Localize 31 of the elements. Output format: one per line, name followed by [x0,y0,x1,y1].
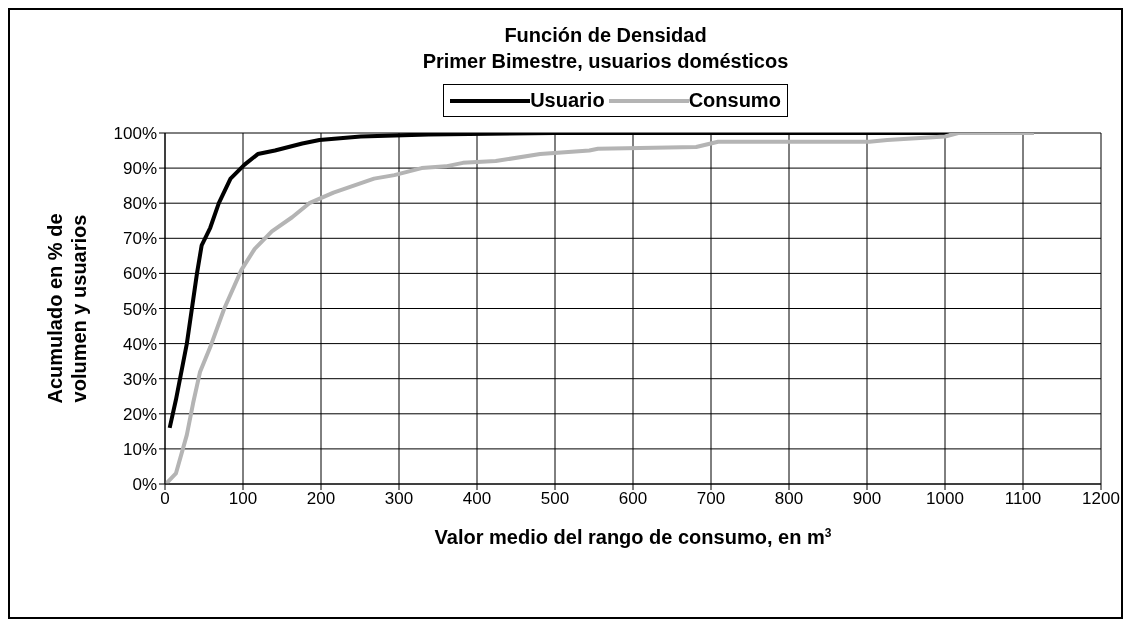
y-tick-label: 70% [122,229,157,249]
x-tick-label: 700 [696,489,726,509]
x-tick-label: 1100 [1004,489,1042,509]
legend-label: Usuario [530,89,605,112]
y-tick-label: 0% [132,475,157,495]
y-axis-title: Acumulado en % de volumen y usuarios [44,213,90,404]
y-tick-label: 10% [122,439,157,459]
line-series [165,133,1036,484]
chart-title: Función de Densidad [503,23,708,48]
y-tick-label: 100% [113,124,157,144]
y-tick-label: 80% [122,194,157,214]
y-tick-label: 60% [122,264,157,284]
x-tick-label: 900 [852,489,882,509]
x-tick-label: 500 [540,489,570,509]
x-tick-label: 600 [618,489,648,509]
y-tick-label: 30% [122,369,157,389]
x-tick-label: 800 [774,489,804,509]
y-tick-label: 40% [122,334,157,354]
x-tick-label: 100 [228,489,258,509]
legend-label: Consumo [688,89,781,112]
x-tick-label: 1200 [1082,489,1120,509]
y-tick-label: 90% [122,159,157,179]
x-axis-title: Valor medio del rango de consumo, en m$^{3}$ [434,526,832,548]
y-tick-label: 50% [122,299,157,319]
chart-subtitle: Primer Bimestre, usuarios domésticos [421,49,790,74]
x-tick-label: 200 [306,489,336,509]
x-tick-label: 0 [160,489,170,509]
y-tick-label: 20% [122,404,157,424]
x-tick-label: 400 [462,489,492,509]
x-tick-label: 1000 [926,489,964,509]
x-tick-label: 300 [384,489,414,509]
